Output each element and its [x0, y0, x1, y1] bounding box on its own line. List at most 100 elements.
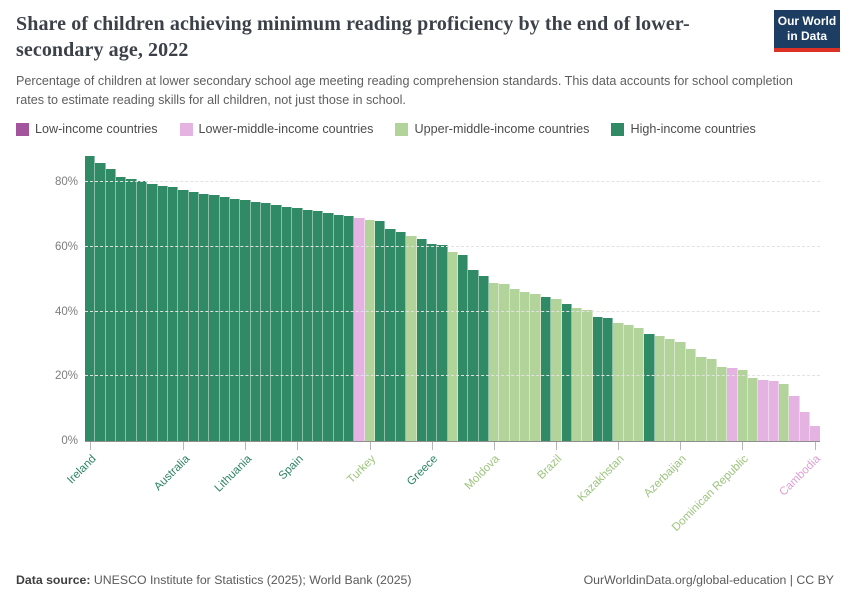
bar-spain[interactable] — [292, 208, 303, 441]
bar-cambodia[interactable] — [810, 426, 820, 441]
bar-rank-13[interactable] — [209, 195, 220, 441]
bar-rank-36[interactable] — [447, 251, 458, 441]
bar-rank-7[interactable] — [147, 183, 158, 441]
bar-brazil[interactable] — [551, 298, 562, 441]
x-tick-ireland — [90, 442, 92, 450]
bar-rank-53[interactable] — [623, 324, 635, 441]
bar-rank-69[interactable] — [789, 395, 800, 441]
bar-rank-57[interactable] — [665, 339, 676, 441]
bar-ireland[interactable] — [85, 156, 96, 441]
bar-rank-48[interactable] — [571, 308, 583, 441]
x-axis-label-azerbaijan: Azerbaijan — [641, 453, 689, 500]
bar-lithuania[interactable] — [240, 200, 251, 441]
bar-rank-17[interactable] — [250, 201, 262, 441]
bar-rank-67[interactable] — [768, 380, 780, 441]
bar-rank-41[interactable] — [499, 284, 510, 441]
bar-rank-2[interactable] — [95, 162, 106, 441]
bar-rank-55[interactable] — [644, 334, 655, 441]
gridline-60 — [85, 246, 820, 247]
bar-australia[interactable] — [178, 190, 189, 441]
bar-rank-12[interactable] — [198, 193, 210, 441]
bar-rank-42[interactable] — [509, 289, 521, 441]
bar-rank-54[interactable] — [634, 327, 645, 441]
bar-rank-27[interactable] — [354, 217, 365, 441]
bar-rank-31[interactable] — [395, 232, 407, 441]
bar-turkey[interactable] — [364, 219, 376, 441]
bar-rank-51[interactable] — [602, 318, 614, 441]
bar-rank-4[interactable] — [116, 177, 127, 441]
bar-rank-30[interactable] — [385, 229, 396, 441]
bar-rank-25[interactable] — [333, 214, 344, 441]
legend-item-high-income-countries: High-income countries — [611, 122, 756, 136]
bar-rank-15[interactable] — [230, 198, 241, 441]
legend-swatch-lower-income — [179, 122, 193, 136]
y-tick-label-80: 80% — [54, 176, 78, 189]
bar-rank-56[interactable] — [654, 335, 666, 441]
bar-rank-3[interactable] — [105, 169, 117, 441]
bar-rank-59[interactable] — [685, 348, 697, 441]
x-axis-label-kazakhstan: Kazakhstan — [575, 453, 627, 504]
bar-rank-50[interactable] — [592, 316, 603, 441]
x-tick-australia — [183, 442, 185, 450]
bar-rank-18[interactable] — [261, 203, 272, 441]
bar-rank-9[interactable] — [167, 187, 179, 441]
legend-label: Upper-middle-income countries — [414, 122, 590, 136]
bar-rank-24[interactable] — [323, 213, 334, 441]
x-axis-label-lithuania: Lithuania — [212, 453, 254, 495]
bar-rank-43[interactable] — [520, 292, 531, 441]
bar-dominican-republic[interactable] — [737, 369, 748, 441]
bar-rank-32[interactable] — [406, 235, 417, 441]
bar-rank-47[interactable] — [561, 303, 572, 441]
bar-rank-33[interactable] — [416, 238, 427, 441]
bar-rank-62[interactable] — [716, 366, 728, 441]
bar-rank-61[interactable] — [706, 358, 717, 441]
legend-label: Low-income countries — [35, 122, 158, 136]
footer: Data source: UNESCO Institute for Statis… — [16, 573, 834, 587]
owid-logo: Our World in Data — [774, 10, 840, 52]
bar-rank-26[interactable] — [343, 216, 355, 441]
bar-rank-39[interactable] — [478, 276, 490, 441]
bar-rank-11[interactable] — [188, 192, 199, 441]
x-tick-azerbaijan — [680, 442, 682, 450]
bar-azerbaijan[interactable] — [675, 342, 686, 441]
legend-item-lower-middle-income-countries: Lower-middle-income countries — [179, 122, 373, 136]
x-tick-greece — [431, 442, 433, 450]
legend-swatch-low-income — [16, 122, 29, 136]
bar-rank-70[interactable] — [799, 411, 811, 441]
legend-item-upper-middle-income-countries: Upper-middle-income countries — [395, 122, 589, 136]
bar-moldova[interactable] — [489, 282, 500, 441]
bar-rank-29[interactable] — [375, 221, 386, 441]
bar-rank-5[interactable] — [126, 179, 137, 441]
bar-rank-20[interactable] — [281, 206, 293, 441]
x-axis-label-greece: Greece — [405, 453, 441, 489]
bar-greece[interactable] — [426, 243, 438, 441]
x-tick-spain — [297, 442, 299, 450]
legend-swatch-upper-income — [395, 122, 409, 136]
x-tick-brazil — [556, 442, 558, 450]
credit-link[interactable]: OurWorldinData.org/global-education | CC… — [583, 573, 834, 587]
bar-rank-8[interactable] — [157, 185, 168, 441]
x-axis-label-brazil: Brazil — [535, 453, 565, 482]
gridline-80 — [85, 181, 820, 183]
bar-rank-63[interactable] — [727, 368, 738, 441]
bar-rank-14[interactable] — [219, 196, 231, 441]
bar-rank-45[interactable] — [540, 297, 552, 441]
bar-rank-60[interactable] — [696, 356, 707, 441]
bar-rank-19[interactable] — [271, 204, 282, 441]
bar-rank-44[interactable] — [530, 293, 541, 441]
bar-rank-35[interactable] — [437, 245, 448, 441]
data-source: Data source: UNESCO Institute for Statis… — [16, 573, 412, 587]
owid-logo-line2: in Data — [786, 29, 827, 43]
y-tick-label-40: 40% — [54, 305, 78, 318]
bar-kazakhstan[interactable] — [613, 322, 624, 441]
bar-rank-65[interactable] — [748, 377, 759, 441]
bar-rank-37[interactable] — [457, 255, 469, 441]
bar-rank-23[interactable] — [312, 211, 324, 441]
gridline-40 — [85, 310, 820, 312]
bar-rank-66[interactable] — [758, 379, 769, 441]
bar-rank-38[interactable] — [468, 269, 479, 441]
bar-rank-68[interactable] — [779, 384, 790, 441]
bar-rank-22[interactable] — [302, 209, 313, 441]
legend: Low-income countries Lower-middle-income … — [16, 122, 756, 136]
